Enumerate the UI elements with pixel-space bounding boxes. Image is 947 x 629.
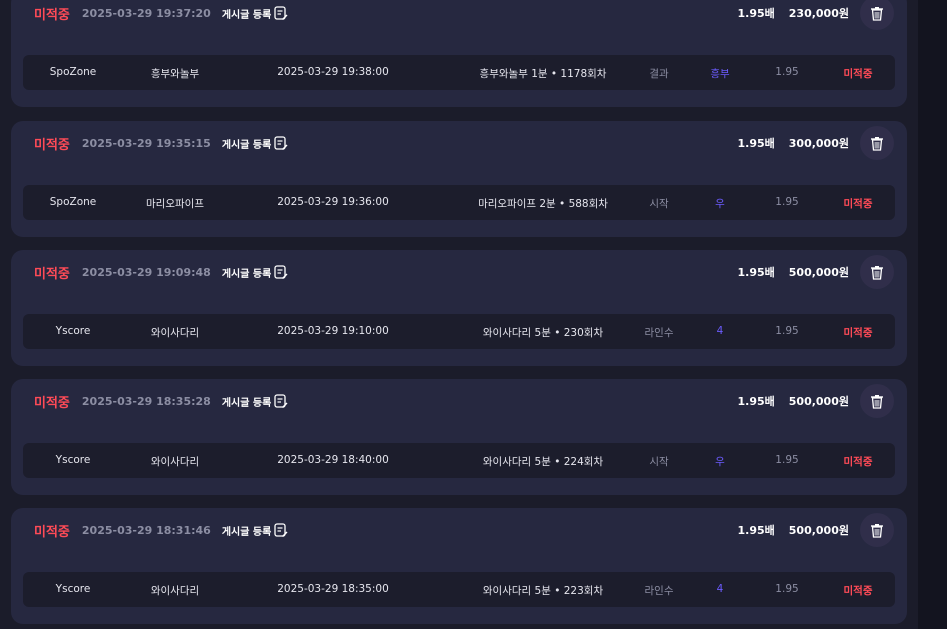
delete-button[interactable] (860, 255, 894, 289)
bet-card: 미적중 2025-03-29 19:35:15 게시글 등록 1.95배 300… (11, 121, 907, 237)
pick-odds: 1.95 (775, 454, 799, 466)
bet-amount: 500,000원 (788, 266, 849, 279)
bet-pick: 흥부 (710, 68, 730, 80)
bet-detail-row: Yscore 와이사다리 2025-03-29 18:40:00 와이사다리 5… (23, 443, 895, 478)
bet-pick: 4 (716, 583, 724, 595)
trash-icon (871, 394, 883, 409)
post-register-label: 게시글 등록 (221, 9, 272, 21)
trash-icon (871, 265, 883, 280)
game-name: 와이사다리 (150, 456, 200, 468)
game-name: 마리오파이프 (146, 198, 204, 210)
edit-document-icon (274, 522, 288, 537)
bet-odds: 1.95배 (737, 395, 775, 408)
edit-document-icon (274, 135, 288, 150)
game-datetime: 2025-03-29 19:36:00 (277, 196, 389, 208)
bet-status: 미적중 (34, 395, 70, 411)
post-register-label: 게시글 등록 (221, 139, 272, 151)
site-name: SpoZone (49, 66, 97, 78)
game-datetime: 2025-03-29 19:38:00 (277, 66, 389, 78)
bet-type: 시작 (649, 456, 669, 468)
bet-type: 결과 (649, 68, 669, 80)
bet-time: 2025-03-29 18:31:46 (81, 523, 211, 537)
site-name: SpoZone (49, 196, 97, 208)
post-register-label: 게시글 등록 (221, 268, 272, 280)
pick-odds: 1.95 (775, 583, 799, 595)
delete-button[interactable] (860, 384, 894, 418)
game-name: 흥부와놀부 (150, 68, 200, 80)
post-register-button[interactable]: 게시글 등록 (221, 522, 288, 538)
bet-amount: 500,000원 (788, 395, 849, 408)
bet-detail-row: SpoZone 흥부와놀부 2025-03-29 19:38:00 흥부와놀부 … (23, 55, 895, 90)
game-round: 와이사다리 5분 • 223회차 (482, 585, 604, 597)
game-name: 와이사다리 (150, 327, 200, 339)
bet-time: 2025-03-29 19:35:15 (81, 136, 211, 150)
delete-button[interactable] (860, 126, 894, 160)
edit-document-icon (274, 264, 288, 279)
bet-status: 미적중 (34, 524, 70, 540)
pick-odds: 1.95 (775, 196, 799, 208)
bet-result: 미적중 (843, 456, 873, 468)
bet-status: 미적중 (34, 266, 70, 282)
bet-time: 2025-03-29 19:09:48 (81, 265, 211, 279)
bet-type: 라인수 (644, 585, 674, 597)
post-register-label: 게시글 등록 (221, 526, 272, 538)
game-datetime: 2025-03-29 18:35:00 (277, 583, 389, 595)
bet-time: 2025-03-29 19:37:20 (81, 6, 211, 20)
game-round: 마리오파이프 2분 • 588회차 (478, 198, 608, 210)
bet-card: 미적중 2025-03-29 19:09:48 게시글 등록 1.95배 500… (11, 250, 907, 366)
edit-document-icon (274, 393, 288, 408)
bet-pick: 우 (715, 198, 725, 210)
game-round: 와이사다리 5분 • 230회차 (482, 327, 604, 339)
bet-detail-row: Yscore 와이사다리 2025-03-29 19:10:00 와이사다리 5… (23, 314, 895, 349)
post-register-button[interactable]: 게시글 등록 (221, 393, 288, 409)
bet-amount: 500,000원 (788, 524, 849, 537)
bet-odds: 1.95배 (737, 7, 775, 20)
bet-type: 시작 (649, 198, 669, 210)
bet-odds: 1.95배 (737, 266, 775, 279)
bet-pick: 4 (716, 325, 724, 337)
bet-result: 미적중 (843, 198, 873, 210)
post-register-button[interactable]: 게시글 등록 (221, 135, 288, 151)
site-name: Yscore (55, 454, 91, 466)
bet-detail-row: SpoZone 마리오파이프 2025-03-29 19:36:00 마리오파이… (23, 185, 895, 220)
bet-result: 미적중 (843, 68, 873, 80)
trash-icon (871, 6, 883, 21)
bet-card: 미적중 2025-03-29 18:31:46 게시글 등록 1.95배 500… (11, 508, 907, 624)
bet-odds: 1.95배 (737, 137, 775, 150)
delete-button[interactable] (860, 0, 894, 30)
bet-odds: 1.95배 (737, 524, 775, 537)
bet-status: 미적중 (34, 7, 70, 23)
game-round: 와이사다리 5분 • 224회차 (482, 456, 604, 468)
post-register-button[interactable]: 게시글 등록 (221, 5, 288, 21)
game-datetime: 2025-03-29 18:40:00 (277, 454, 389, 466)
post-register-label: 게시글 등록 (221, 397, 272, 409)
pick-odds: 1.95 (775, 66, 799, 78)
trash-icon (871, 523, 883, 538)
site-name: Yscore (55, 325, 91, 337)
bet-type: 라인수 (644, 327, 674, 339)
bet-status: 미적중 (34, 137, 70, 153)
bet-result: 미적중 (843, 585, 873, 597)
bet-time: 2025-03-29 18:35:28 (81, 394, 211, 408)
bet-card: 미적중 2025-03-29 18:35:28 게시글 등록 1.95배 500… (11, 379, 907, 495)
bet-card: 미적중 2025-03-29 19:37:20 게시글 등록 1.95배 230… (11, 0, 907, 107)
bet-result: 미적중 (843, 327, 873, 339)
site-name: Yscore (55, 583, 91, 595)
game-name: 와이사다리 (150, 585, 200, 597)
scroll-gutter (918, 0, 947, 629)
bet-amount: 230,000원 (788, 7, 849, 20)
pick-odds: 1.95 (775, 325, 799, 337)
edit-document-icon (274, 5, 288, 20)
delete-button[interactable] (860, 513, 894, 547)
bet-detail-row: Yscore 와이사다리 2025-03-29 18:35:00 와이사다리 5… (23, 572, 895, 607)
bet-amount: 300,000원 (788, 137, 849, 150)
game-round: 흥부와놀부 1분 • 1178회차 (479, 68, 607, 80)
trash-icon (871, 136, 883, 151)
post-register-button[interactable]: 게시글 등록 (221, 264, 288, 280)
bet-pick: 우 (715, 456, 725, 468)
game-datetime: 2025-03-29 19:10:00 (277, 325, 389, 337)
